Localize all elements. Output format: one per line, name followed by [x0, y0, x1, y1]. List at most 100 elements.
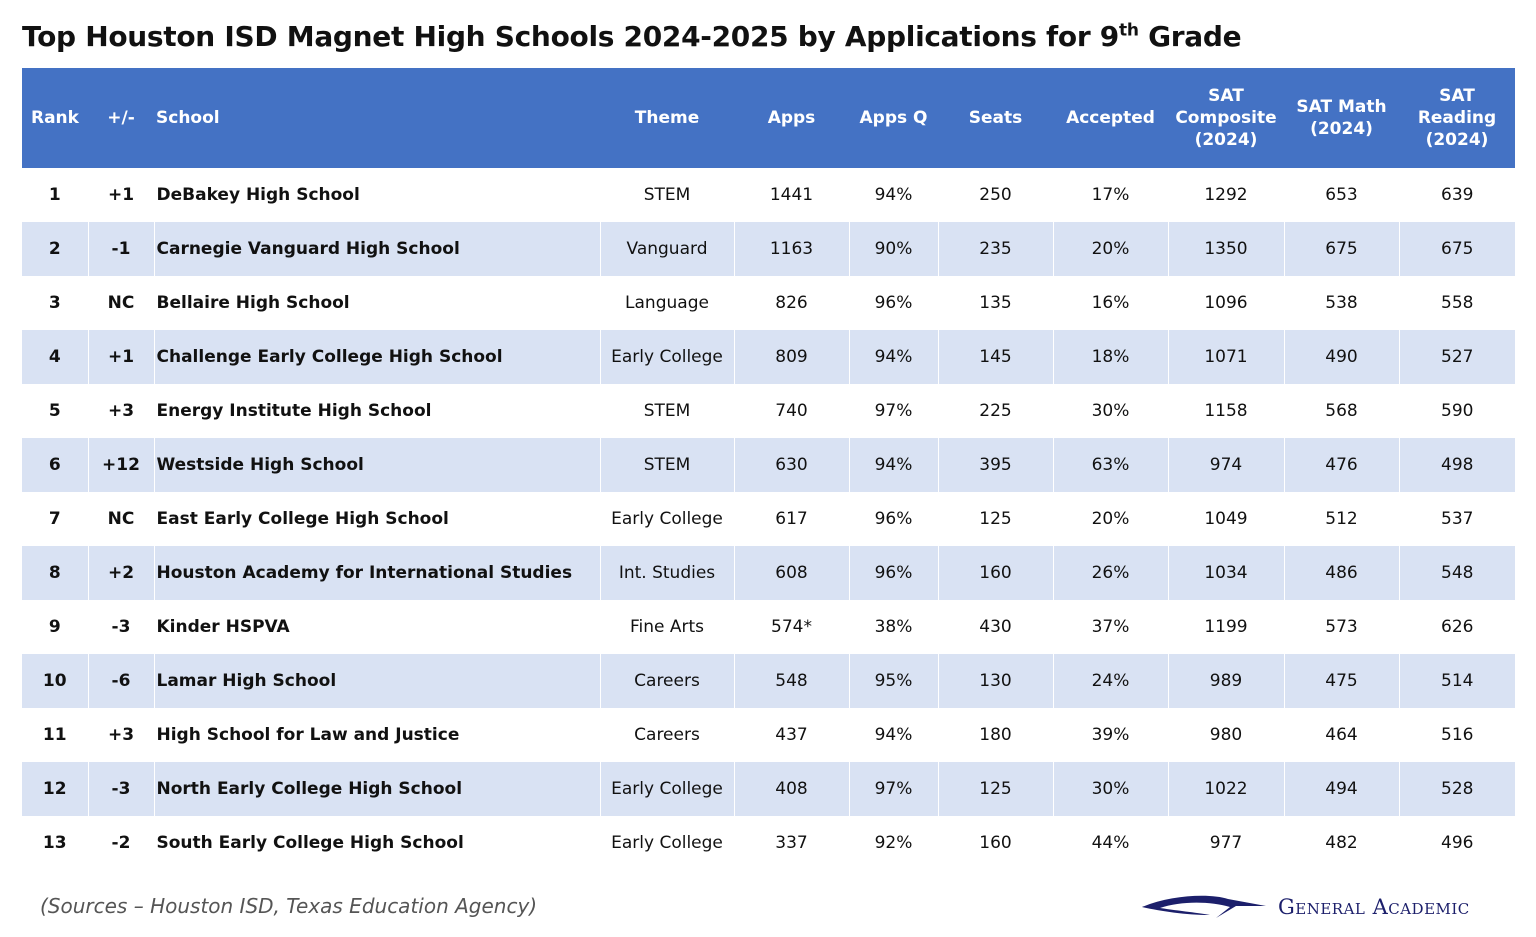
- table-cell: 475: [1283, 654, 1399, 708]
- table-row: 4 +1 Challenge Early College High School Ea…: [22, 330, 1515, 384]
- table-cell: 94%: [848, 168, 938, 222]
- table-cell: 160: [937, 546, 1053, 600]
- table-cell: Kinder HSPVA: [153, 600, 600, 654]
- table-row: 5 +3 Energy Institute High School STEM 740 97…: [22, 384, 1515, 438]
- table-cell: 20%: [1052, 492, 1168, 546]
- table-cell: 548: [1398, 546, 1515, 600]
- column-header: Theme: [600, 68, 734, 168]
- table-cell: 250: [937, 168, 1053, 222]
- table-cell: 826: [733, 276, 849, 330]
- general-academic-logo: General Academic: [1140, 893, 1470, 921]
- table-cell: 24%: [1052, 654, 1168, 708]
- table-cell: DeBakey High School: [153, 168, 600, 222]
- schools-table: Rank +/- School Theme Apps Apps Q Seats Accepte…: [22, 68, 1515, 870]
- table-row: 11 +3 High School for Law and Justice Caree…: [22, 708, 1515, 762]
- column-header: Apps Q: [849, 68, 938, 168]
- table-cell: 1163: [733, 222, 849, 276]
- table-row: 2 -1 Carnegie Vanguard High School Vanguard…: [22, 222, 1515, 276]
- table-cell: South Early College High School: [153, 816, 600, 870]
- table-cell: 538: [1283, 276, 1399, 330]
- table-cell: +12: [87, 438, 154, 492]
- table-cell: 8: [22, 546, 88, 600]
- table-cell: 17%: [1052, 168, 1168, 222]
- table-cell: 548: [733, 654, 849, 708]
- table-cell: 494: [1283, 762, 1399, 816]
- table-cell: 496: [1398, 816, 1515, 870]
- source-note: (Sources – Houston ISD, Texas Education …: [40, 894, 538, 918]
- table-row: 10 -6 Lamar High School Careers 548 95% 130 24%…: [22, 654, 1515, 708]
- table-cell: 13: [42, 833, 67, 853]
- column-header: SAT Reading (2024): [1399, 68, 1515, 168]
- table-cell: North Early College High School: [153, 762, 600, 816]
- table-cell: 568: [1283, 384, 1399, 438]
- table-cell: NC: [87, 276, 154, 330]
- table-cell: Lamar High School: [153, 654, 600, 708]
- table-cell: 1034: [1167, 546, 1284, 600]
- table-cell: 1292: [1167, 168, 1284, 222]
- table-cell: 573: [1283, 600, 1399, 654]
- table-cell: 558: [1398, 276, 1515, 330]
- table-cell: 512: [1283, 492, 1399, 546]
- page-title: Top Houston ISD Magnet High Schools 2024…: [22, 20, 1242, 53]
- table-cell: Careers: [599, 654, 734, 708]
- table-cell: 160: [937, 816, 1053, 870]
- table-cell: 145: [937, 330, 1053, 384]
- column-header: Accepted: [1053, 68, 1168, 168]
- table-cell: 30%: [1052, 762, 1168, 816]
- table-cell: 235: [937, 222, 1053, 276]
- table-cell: +3: [87, 384, 154, 438]
- table-cell: Early College: [599, 492, 734, 546]
- table-header: Rank +/- School Theme Apps Apps Q Seats Accepte…: [22, 68, 1515, 168]
- table-cell: 617: [733, 492, 849, 546]
- table-cell: 464: [1283, 708, 1399, 762]
- table-row: 3 NC Bellaire High School Language 826 96% 135…: [22, 276, 1515, 330]
- table-row: 7 NC East Early College High School Early C…: [22, 492, 1515, 546]
- table-cell: Carnegie Vanguard High School: [153, 222, 600, 276]
- table-cell: 3: [48, 293, 61, 313]
- table-cell: 486: [1283, 546, 1399, 600]
- table-cell: 94%: [848, 438, 938, 492]
- table-cell: Language: [599, 276, 734, 330]
- table-cell: -6: [87, 654, 154, 708]
- table-cell: 528: [1398, 762, 1515, 816]
- table-cell: Energy Institute High School: [153, 384, 600, 438]
- table-row: 8 +2 Houston Academy for International Stu…: [22, 546, 1515, 600]
- table-cell: 527: [1398, 330, 1515, 384]
- table-cell: 30%: [1052, 384, 1168, 438]
- table-row: 9 -3 Kinder HSPVA Fine Arts 574* 38% 430 37% 119…: [22, 600, 1515, 654]
- column-header: School: [154, 68, 600, 168]
- table-cell: 10: [22, 654, 88, 708]
- table-cell: 130: [937, 654, 1053, 708]
- table-cell: 94%: [848, 330, 938, 384]
- table-cell: 94%: [848, 708, 938, 762]
- table-cell: 16%: [1052, 276, 1168, 330]
- table-cell: 18%: [1052, 330, 1168, 384]
- column-header: +/-: [88, 68, 154, 168]
- table-row: 13 -2 South Early College High School Early…: [22, 816, 1515, 870]
- table-cell: Careers: [599, 708, 734, 762]
- table-cell: 12: [22, 762, 88, 816]
- table-cell: 96%: [848, 276, 938, 330]
- table-cell: 4: [22, 330, 88, 384]
- table-cell: -2: [87, 816, 154, 870]
- table-cell: 437: [733, 708, 849, 762]
- column-header: Apps: [734, 68, 849, 168]
- table-cell: 1158: [1167, 384, 1284, 438]
- table-cell: 590: [1398, 384, 1515, 438]
- column-header: SAT Math (2024): [1284, 68, 1399, 168]
- table-cell: 675: [1398, 222, 1515, 276]
- column-header: Seats: [938, 68, 1053, 168]
- table-cell: 482: [1283, 816, 1399, 870]
- table-cell: 95%: [848, 654, 938, 708]
- table-cell: 639: [1398, 168, 1515, 222]
- table-cell: 37%: [1052, 600, 1168, 654]
- table-cell: 5: [48, 401, 61, 421]
- table-cell: 980: [1167, 708, 1284, 762]
- table-cell: 1350: [1167, 222, 1284, 276]
- table-cell: High School for Law and Justice: [153, 708, 600, 762]
- table-cell: 97%: [848, 384, 938, 438]
- table-cell: +3: [87, 708, 154, 762]
- table-cell: 6: [22, 438, 88, 492]
- table-cell: 498: [1398, 438, 1515, 492]
- table-cell: Vanguard: [599, 222, 734, 276]
